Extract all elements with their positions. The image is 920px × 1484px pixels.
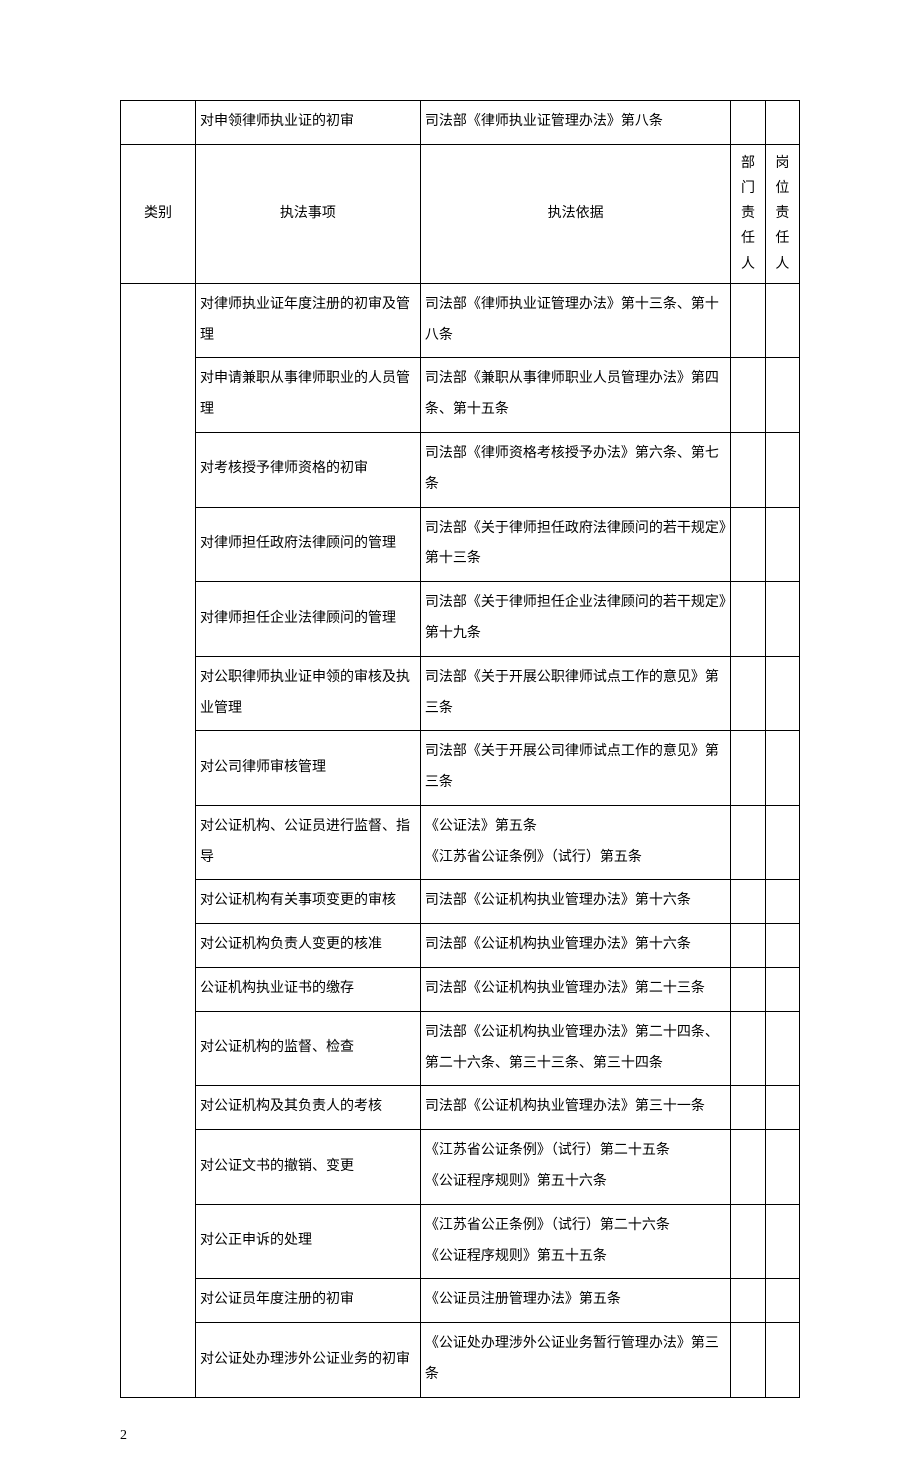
- cell-dept: [731, 283, 765, 358]
- cell-dept: [731, 358, 765, 433]
- cell-post: [765, 1323, 799, 1398]
- cell-matter: 对律师担任政府法律顾问的管理: [195, 507, 420, 582]
- cell-dept: [731, 968, 765, 1012]
- cell-basis: 司法部《关于律师担任企业法律顾问的若干规定》第十九条: [420, 582, 731, 657]
- cell-basis: 司法部《公证机构执业管理办法》第三十一条: [420, 1086, 731, 1130]
- header-category: 类别: [121, 144, 196, 283]
- cell-basis: 《江苏省公正条例》（试行）第二十六条《公证程序规则》第五十五条: [420, 1204, 731, 1279]
- cell-matter: 对申请兼职从事律师职业的人员管理: [195, 358, 420, 433]
- cell-post: [765, 805, 799, 880]
- cell-dept: [731, 1323, 765, 1398]
- cell-basis: 司法部《律师执业证管理办法》第八条: [420, 101, 731, 145]
- cell-post: [765, 968, 799, 1012]
- cell-basis: 司法部《公证机构执业管理办法》第二十四条、第二十六条、第三十三条、第三十四条: [420, 1011, 731, 1086]
- table-row: 对律师担任政府法律顾问的管理司法部《关于律师担任政府法律顾问的若干规定》第十三条: [121, 507, 800, 582]
- cell-post: [765, 358, 799, 433]
- cell-post: [765, 283, 799, 358]
- cell-dept: [731, 432, 765, 507]
- cell-basis: 司法部《公证机构执业管理办法》第十六条: [420, 924, 731, 968]
- cell-matter: 对公职律师执业证申领的审核及执业管理: [195, 656, 420, 731]
- table-row: 对申领律师执业证的初审 司法部《律师执业证管理办法》第八条: [121, 101, 800, 145]
- cell-basis: 司法部《关于开展公司律师试点工作的意见》第三条: [420, 731, 731, 806]
- header-dept: 部门责任人: [731, 144, 765, 283]
- cell-basis: 司法部《关于开展公职律师试点工作的意见》第三条: [420, 656, 731, 731]
- cell-dept: [731, 1204, 765, 1279]
- cell-post: [765, 1086, 799, 1130]
- cell-basis: 《江苏省公证条例》（试行）第二十五条《公证程序规则》第五十六条: [420, 1130, 731, 1205]
- cell-matter: 对律师担任企业法律顾问的管理: [195, 582, 420, 657]
- cell-post: [765, 101, 799, 145]
- cell-post: [765, 507, 799, 582]
- cell-post: [765, 731, 799, 806]
- table-row: 对公证机构及其负责人的考核司法部《公证机构执业管理办法》第三十一条: [121, 1086, 800, 1130]
- cell-dept: [731, 1130, 765, 1205]
- enforcement-table: 对申领律师执业证的初审 司法部《律师执业证管理办法》第八条 类别 执法事项 执法…: [120, 100, 800, 1398]
- cell-matter: 对公证机构有关事项变更的审核: [195, 880, 420, 924]
- table-row: 对公证机构的监督、检查司法部《公证机构执业管理办法》第二十四条、第二十六条、第三…: [121, 1011, 800, 1086]
- page-number: 2: [120, 1428, 800, 1444]
- cell-basis: 《公证处办理涉外公证业务暂行管理办法》第三条: [420, 1323, 731, 1398]
- table-row: 对公职律师执业证申领的审核及执业管理司法部《关于开展公职律师试点工作的意见》第三…: [121, 656, 800, 731]
- header-post: 岗位责任人: [765, 144, 799, 283]
- cell-post: [765, 924, 799, 968]
- header-basis: 执法依据: [420, 144, 731, 283]
- cell-dept: [731, 880, 765, 924]
- cell-category-empty: [121, 283, 196, 1397]
- cell-dept: [731, 101, 765, 145]
- table-row: 对公正申诉的处理《江苏省公正条例》（试行）第二十六条《公证程序规则》第五十五条: [121, 1204, 800, 1279]
- cell-basis: 《公证法》第五条《江苏省公证条例》（试行）第五条: [420, 805, 731, 880]
- cell-matter: 对公证机构及其负责人的考核: [195, 1086, 420, 1130]
- cell-dept: [731, 731, 765, 806]
- cell-dept: [731, 924, 765, 968]
- table-row: 对公证机构负责人变更的核准司法部《公证机构执业管理办法》第十六条: [121, 924, 800, 968]
- cell-post: [765, 432, 799, 507]
- cell-post: [765, 880, 799, 924]
- cell-matter: 对考核授予律师资格的初审: [195, 432, 420, 507]
- cell-matter: 对申领律师执业证的初审: [195, 101, 420, 145]
- table-row: 对考核授予律师资格的初审司法部《律师资格考核授予办法》第六条、第七条: [121, 432, 800, 507]
- cell-basis: 司法部《律师执业证管理办法》第十三条、第十八条: [420, 283, 731, 358]
- cell-basis: 司法部《公证机构执业管理办法》第二十三条: [420, 968, 731, 1012]
- cell-post: [765, 1130, 799, 1205]
- table-row: 对律师担任企业法律顾问的管理司法部《关于律师担任企业法律顾问的若干规定》第十九条: [121, 582, 800, 657]
- cell-post: [765, 1011, 799, 1086]
- cell-dept: [731, 1011, 765, 1086]
- header-matter: 执法事项: [195, 144, 420, 283]
- cell-matter: 对公证文书的撤销、变更: [195, 1130, 420, 1205]
- cell-matter: 公证机构执业证书的缴存: [195, 968, 420, 1012]
- table-row: 对公证文书的撤销、变更《江苏省公证条例》（试行）第二十五条《公证程序规则》第五十…: [121, 1130, 800, 1205]
- table-row: 对公证机构、公证员进行监督、指导《公证法》第五条《江苏省公证条例》（试行）第五条: [121, 805, 800, 880]
- cell-dept: [731, 582, 765, 657]
- cell-dept: [731, 1086, 765, 1130]
- cell-matter: 对公正申诉的处理: [195, 1204, 420, 1279]
- cell-post: [765, 656, 799, 731]
- cell-matter: 对公司律师审核管理: [195, 731, 420, 806]
- cell-category-empty: [121, 101, 196, 145]
- cell-basis: 司法部《律师资格考核授予办法》第六条、第七条: [420, 432, 731, 507]
- table-row: 对律师执业证年度注册的初审及管理司法部《律师执业证管理办法》第十三条、第十八条: [121, 283, 800, 358]
- cell-dept: [731, 656, 765, 731]
- table-header-row: 类别 执法事项 执法依据 部门责任人 岗位责任人: [121, 144, 800, 283]
- cell-post: [765, 1204, 799, 1279]
- cell-basis: 司法部《公证机构执业管理办法》第十六条: [420, 880, 731, 924]
- cell-dept: [731, 507, 765, 582]
- table-row: 对公证机构有关事项变更的审核司法部《公证机构执业管理办法》第十六条: [121, 880, 800, 924]
- table-row: 对公证处办理涉外公证业务的初审《公证处办理涉外公证业务暂行管理办法》第三条: [121, 1323, 800, 1398]
- cell-matter: 对公证机构、公证员进行监督、指导: [195, 805, 420, 880]
- table-row: 对申请兼职从事律师职业的人员管理司法部《兼职从事律师职业人员管理办法》第四条、第…: [121, 358, 800, 433]
- cell-matter: 对公证处办理涉外公证业务的初审: [195, 1323, 420, 1398]
- cell-post: [765, 582, 799, 657]
- cell-matter: 对公证机构负责人变更的核准: [195, 924, 420, 968]
- cell-basis: 司法部《关于律师担任政府法律顾问的若干规定》第十三条: [420, 507, 731, 582]
- table-row: 对公司律师审核管理司法部《关于开展公司律师试点工作的意见》第三条: [121, 731, 800, 806]
- cell-matter: 对公证机构的监督、检查: [195, 1011, 420, 1086]
- cell-basis: 司法部《兼职从事律师职业人员管理办法》第四条、第十五条: [420, 358, 731, 433]
- cell-dept: [731, 805, 765, 880]
- table-row: 公证机构执业证书的缴存司法部《公证机构执业管理办法》第二十三条: [121, 968, 800, 1012]
- cell-matter: 对律师执业证年度注册的初审及管理: [195, 283, 420, 358]
